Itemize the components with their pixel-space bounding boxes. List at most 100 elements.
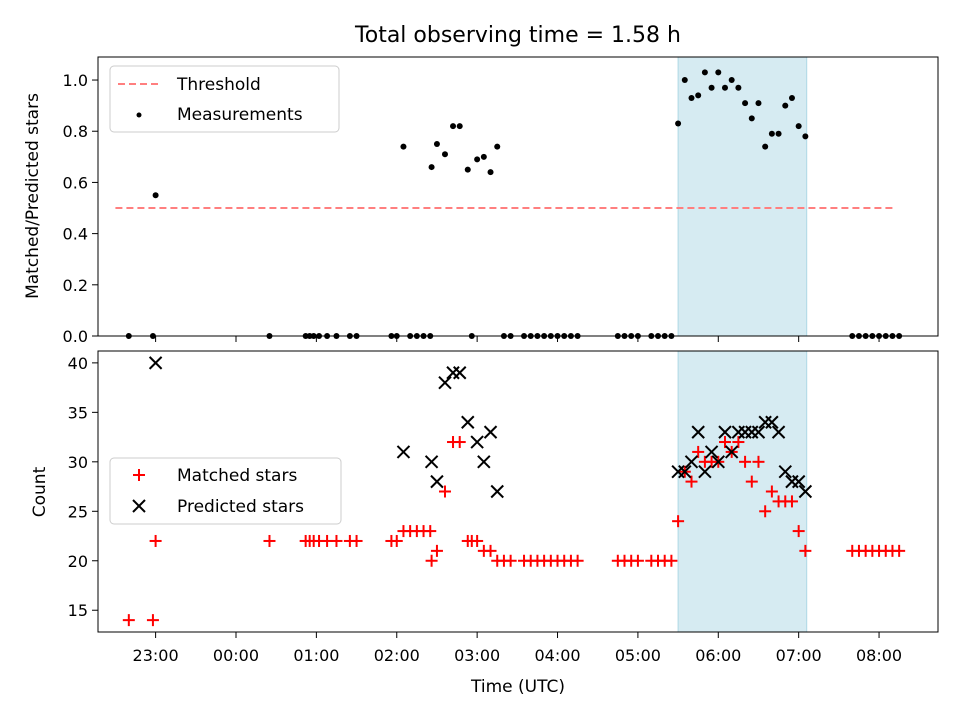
count-points <box>122 356 906 627</box>
count-panel: 15 20 25 30 35 40 23:00 00:00 01:00 02:00 03:00 04… <box>30 350 939 697</box>
legend-matched-label: Matched stars <box>177 466 297 486</box>
measurement-point <box>494 143 501 150</box>
ratio-legend: Threshold Measurements <box>109 65 340 133</box>
y-tick-label: 35 <box>68 403 88 422</box>
y-tick-label: 25 <box>68 502 88 521</box>
legend-measurements-label: Measurements <box>177 105 303 125</box>
predicted-star-point <box>684 455 699 469</box>
matched-star-point <box>263 534 276 547</box>
x-axis-label: Time (UTC) <box>470 677 565 697</box>
measurement-point <box>748 115 755 122</box>
measurement-point <box>762 143 769 150</box>
count-x-ticks: 23:00 00:00 01:00 02:00 03:00 04:00 05:00 06:00… <box>133 632 902 665</box>
predicted-star-point <box>424 455 439 469</box>
ratio-axes-frame <box>97 56 939 337</box>
y-tick-label: 1.0 <box>63 71 88 90</box>
y-tick-label: 0.8 <box>63 122 88 141</box>
measurement-point <box>675 120 682 127</box>
matched-star-point <box>146 614 159 627</box>
predicted-star-point <box>461 415 475 429</box>
predicted-star-point <box>718 425 732 439</box>
predicted-star-point <box>798 484 813 499</box>
legend-predicted-label: Predicted stars <box>177 497 304 517</box>
y-tick-label: 0.6 <box>63 173 88 192</box>
matched-star-point <box>692 445 705 458</box>
legend-measurements-swatch <box>136 112 142 118</box>
predicted-star-point <box>704 445 719 459</box>
x-tick-label: 00:00 <box>213 646 259 665</box>
count-legend: Matched stars Predicted stars <box>109 457 342 525</box>
measurement-point <box>428 164 435 171</box>
predicted-star-point <box>483 425 498 439</box>
matched-star-point <box>893 544 906 557</box>
matched-star-point <box>732 436 745 449</box>
measurement-point <box>400 143 407 150</box>
matched-star-point <box>631 554 644 567</box>
measurement-point <box>708 84 715 91</box>
matched-star-point <box>792 525 805 538</box>
ratio-y-ticks: 0.0 0.2 0.4 0.6 0.8 1.0 <box>63 71 98 346</box>
matched-star-point <box>453 436 466 449</box>
count-highlight-span <box>677 350 808 633</box>
measurement-point <box>721 84 728 91</box>
matched-star-point <box>752 455 765 468</box>
measurement-point <box>701 69 708 76</box>
matched-star-point <box>330 534 343 547</box>
x-tick-label: 03:00 <box>454 646 500 665</box>
predicted-star-point <box>477 455 491 469</box>
predicted-star-point <box>470 435 484 449</box>
predicted-star-point <box>678 465 692 479</box>
predicted-star-point <box>430 474 444 489</box>
ratio-x-ticks <box>155 336 880 342</box>
predicted-star-point <box>698 465 712 479</box>
matched-star-point <box>504 554 517 567</box>
count-y-ticks: 15 20 25 30 35 40 <box>68 354 98 620</box>
measurement-point <box>487 169 494 176</box>
legend-predicted-swatch <box>132 499 146 513</box>
predicted-star-point <box>396 445 411 459</box>
measurement-point <box>450 123 457 130</box>
x-tick-label: 05:00 <box>615 646 661 665</box>
measurement-point <box>728 77 735 84</box>
x-tick-label: 08:00 <box>856 646 902 665</box>
x-tick-label: 06:00 <box>695 646 741 665</box>
measurement-point <box>474 156 481 163</box>
count-axes-frame <box>97 350 939 633</box>
count-y-axis-label: Count <box>30 466 50 517</box>
predicted-star-point <box>490 484 504 499</box>
predicted-star-point <box>778 465 792 479</box>
measurement-point <box>464 166 471 173</box>
measurement-point <box>788 94 795 101</box>
matched-star-point <box>799 544 812 557</box>
x-tick-label: 07:00 <box>776 646 822 665</box>
predicted-star-point <box>751 425 766 439</box>
figure-title: Total observing time = 1.58 h <box>354 23 681 48</box>
measurement-point <box>802 133 809 140</box>
y-tick-label: 0.4 <box>63 225 88 244</box>
predicted-star-point <box>791 474 806 489</box>
count-legend-box <box>109 457 342 525</box>
predicted-star-point <box>446 366 460 380</box>
legend-matched-swatch <box>133 469 145 481</box>
measurement-point <box>695 92 702 99</box>
matched-star-point <box>685 475 698 488</box>
matched-star-point <box>759 505 772 518</box>
matched-star-point <box>765 485 778 498</box>
ratio-legend-box <box>109 65 340 133</box>
y-tick-label: 0.0 <box>63 327 88 346</box>
matched-star-point <box>430 544 443 557</box>
matched-star-point <box>571 554 584 567</box>
matched-star-point <box>785 495 798 508</box>
measurement-point <box>456 123 463 130</box>
y-tick-label: 30 <box>68 453 88 472</box>
x-tick-label: 23:00 <box>133 646 179 665</box>
ratio-panel: 0.0 0.2 0.4 0.6 0.8 1.0 Matched/Predicted sta… <box>23 56 939 346</box>
predicted-star-point <box>438 375 452 390</box>
measurement-point <box>681 77 688 84</box>
matched-star-point <box>424 525 437 538</box>
matched-star-point <box>425 554 438 567</box>
measurement-point <box>715 69 722 76</box>
matched-star-point <box>665 554 678 567</box>
matched-star-point <box>122 614 135 627</box>
